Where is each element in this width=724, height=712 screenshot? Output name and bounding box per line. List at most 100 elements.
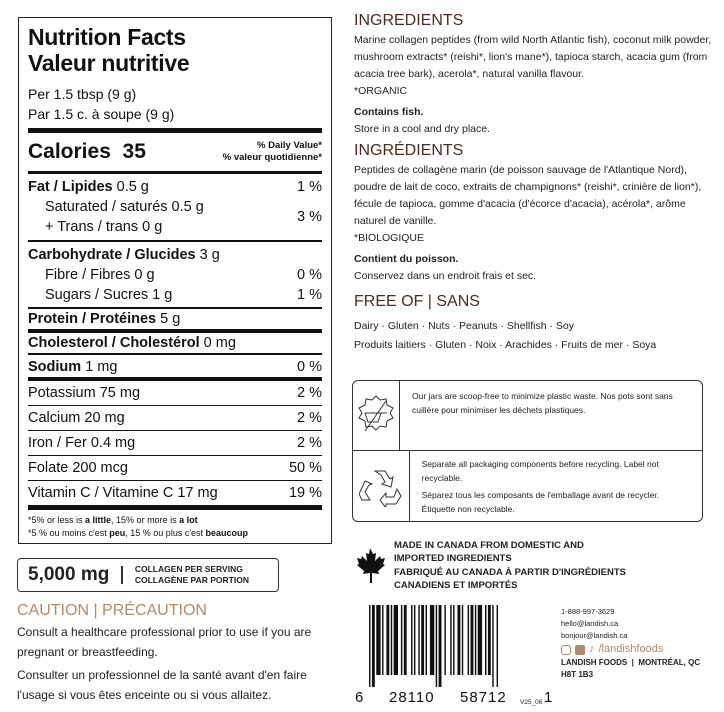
storage-fr: Conservez dans un endroit frais et sec. [354,270,537,282]
sugars-label: Sugars / Sucres 1 g [45,287,173,303]
scoop-free-text: Our jars are scoop-free to minimize plas… [412,391,673,415]
barcode-bar [453,605,455,675]
collagen-per-serving-badge: 5,000 mg COLLAGEN PER SERVING COLLAGÈNE P… [17,558,279,592]
fat-amount: 0.5 g [116,179,149,195]
calories-label: Calories [28,140,111,163]
footnote-fr: *5 % ou moins c'est peu, 15 % ou plus c'… [28,528,249,538]
collagen-amount: 5,000 mg [28,564,110,585]
calcium-label: Calcium 20 mg [28,410,125,426]
recycling-text: Separate all packaging components before… [410,451,702,521]
divider [28,353,322,355]
saturated-trans-row: Saturated / saturés 0.5 g + Trans / trans… [28,197,322,237]
nutrition-facts-table: Nutrition Facts Valeur nutritive Per 1.5… [18,17,332,544]
instagram-icon[interactable] [561,644,571,655]
cholesterol-row: Cholesterol / Cholestérol 0 mg [28,333,322,353]
barcode-bar [470,605,474,675]
iron-label: Iron / Fer 0.4 mg [28,435,136,451]
barcode-bar [496,605,499,687]
contact-info: 1-888-997-3629 hello@landish.ca bonjour@… [561,606,700,681]
serving-size-en: Per 1.5 tbsp (9 g) [28,86,137,102]
barcode-bar [386,605,390,675]
barcode-bar [435,605,438,687]
vitamin-c-row: Vitamin C / Vitamine C 17 mg 19 % [28,483,322,503]
caution-title: CAUTION | PRÉCAUTION [17,602,207,619]
free-of-en: Dairy · Gluten · Nuts · Peanuts · Shellf… [354,320,574,332]
barcode-bar [450,605,452,675]
cholesterol-amount: 0 mg [203,335,236,351]
company-address: LANDISH FOODS | MONTRÉAL, QC [561,658,701,667]
divider [121,566,123,584]
email-fr[interactable]: bonjour@landish.ca [561,631,628,640]
footnote-en: *5% or less is a little, 15% or more is … [28,515,198,525]
scoop-free-row: Our jars are scoop-free to minimize plas… [353,381,702,451]
dv-header-en: % Daily Value* [257,140,322,151]
fibre-row: Fibre / Fibres 0 g 0 % [28,265,322,285]
collagen-label-en: COLLAGEN PER SERVING [134,564,243,574]
protein-label: Protein / Protéines [28,311,157,327]
calories-value: 35 [122,140,146,163]
barcode [369,605,499,687]
facebook-icon[interactable] [575,644,585,655]
maple-leaf-icon [357,548,385,583]
divider [28,377,322,381]
collagen-label-fr: COLLAGÈNE PAR PORTION [134,575,249,585]
vitamin-c-label: Vitamin C / Vitamine C 17 mg [28,485,218,501]
free-of-title: FREE OF | SANS [354,293,480,310]
allergen-en: Contains fish. [354,106,424,118]
footnote: *5% or less is a little, 15% or more is … [28,514,322,540]
barcode-bar [390,605,393,675]
ingredients-column: INGREDIENTS Marine collagen peptides (fr… [354,8,714,355]
organic-note-en: *ORGANIC [354,85,408,97]
barcode-bar [403,605,407,675]
recycle-icon [353,451,410,521]
barcode-digits-3: 58712 [460,689,507,706]
barcode-digit-1: 6 [355,689,364,706]
caution-section: CAUTION | PRÉCAUTION Consult a healthcar… [17,600,337,708]
barcode-bar [485,605,487,675]
postal-code: H8T 1B3 [561,670,594,679]
no-scoop-icon [353,381,400,450]
barcode-bar [411,605,413,675]
made-in-canada-fr: FABRIQUÉ AU CANADA À PARTIR D'INGRÉDIENT… [394,567,627,591]
divider [28,480,322,481]
vitamin-c-dv: 19 % [288,485,322,501]
sodium-row: Sodium 1 mg 0 % [28,357,322,377]
saturated-trans-dv: 3 % [297,209,322,225]
nutrition-title-fr: Valeur nutritive [28,50,190,76]
carb-label: Carbohydrate / Glucides [28,247,196,263]
social-handle[interactable]: /landishfoods [598,643,664,655]
carb-amount: 3 g [199,247,220,263]
saturated-label: Saturated / saturés 0.5 g [45,199,204,215]
sodium-label: Sodium [28,359,82,375]
ingredients-text-en: Marine collagen peptides (from wild Nort… [354,34,712,80]
fat-row: Fat / Lipides 0.5 g 1 % [28,177,322,197]
sugars-dv: 1 % [297,287,322,303]
recycling-text-fr: Séparez tous les composants de l'emballa… [421,490,660,514]
sodium-amount: 1 mg [85,359,118,375]
barcode-bar [444,605,446,675]
potassium-dv: 2 % [297,385,322,401]
trans-label: + Trans / trans 0 g [45,219,163,235]
caution-en: Consult a healthcare professional prior … [17,625,312,659]
folate-dv: 50 % [288,460,322,476]
ingredients-text-fr: Peptides de collagène marin (de poisson … [354,164,702,227]
calcium-dv: 2 % [297,410,322,426]
phone: 1-888-997-3629 [561,607,615,616]
barcode-bar [457,605,461,675]
sodium-dv: 0 % [297,359,322,375]
barcode-bar [393,605,398,675]
iron-row: Iron / Fer 0.4 mg 2 % [28,433,322,453]
barcode-bar [421,605,425,675]
divider [28,307,322,309]
divider [28,505,322,510]
cholesterol-label: Cholesterol / Cholestérol [28,335,200,351]
social-links: ♪ /landishfoods [561,642,700,657]
eco-info-box: Our jars are scoop-free to minimize plas… [352,380,703,522]
email-en[interactable]: hello@landish.ca [561,619,619,628]
folate-label: Folate 200 mcg [28,460,128,476]
iron-dv: 2 % [297,435,322,451]
carb-row: Carbohydrate / Glucides 3 g [28,245,322,265]
divider [28,405,322,406]
fibre-label: Fibre / Fibres 0 g [45,267,155,283]
tiktok-icon[interactable]: ♪ [589,643,595,655]
